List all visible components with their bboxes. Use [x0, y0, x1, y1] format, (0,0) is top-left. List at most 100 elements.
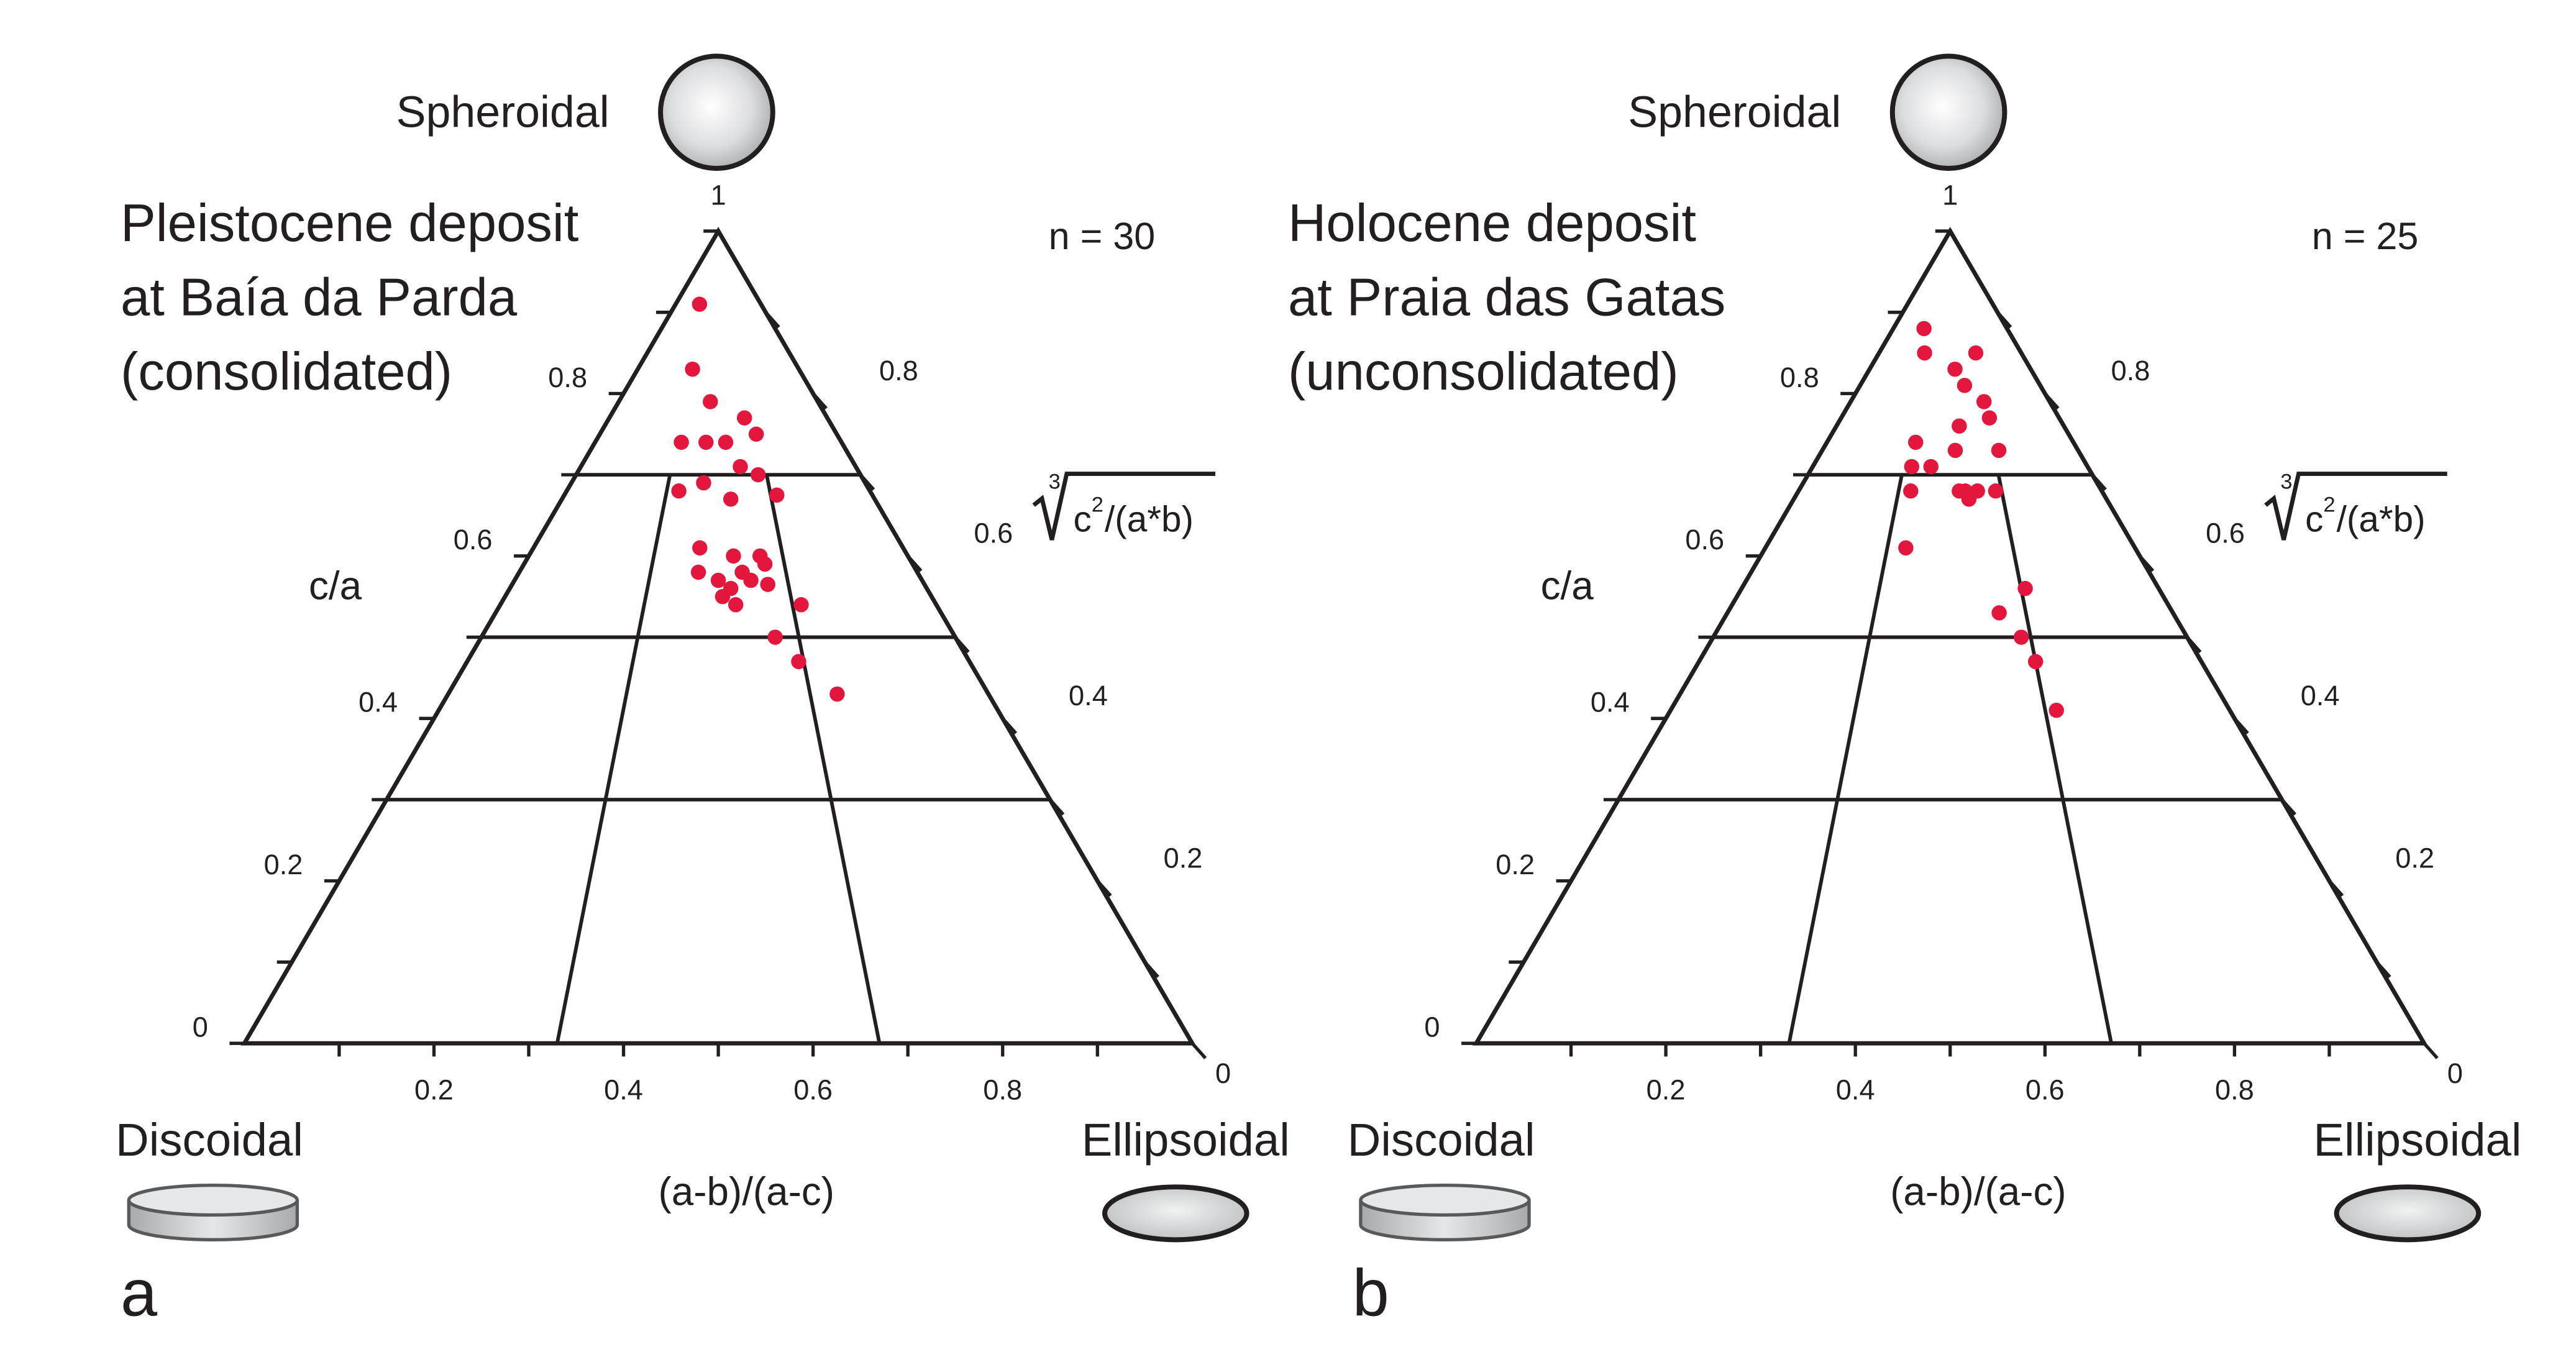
y2-label-exp: 2 — [2323, 493, 2335, 517]
ternary-panel: 0 0.2 0.4 0.6 0.8 1 0 0.2 0.4 0.6 0.8 0.2 0.4 0.6 0.8 P… — [116, 53, 1290, 1330]
data-point — [692, 540, 708, 555]
right-label: Ellipsoidal — [1082, 1114, 1290, 1166]
data-point — [1903, 483, 1919, 499]
y2-tick — [2327, 879, 2344, 897]
sample-size: n = 30 — [1049, 215, 1156, 257]
chart-title: at Baía da Parda — [121, 268, 518, 327]
x-tick-label: 0.8 — [983, 1074, 1022, 1106]
y2-tick-label: 0.8 — [2111, 355, 2150, 386]
data-point — [1898, 540, 1914, 555]
x-tick-label: 0.2 — [1647, 1074, 1686, 1106]
y2-label-base: c — [1074, 500, 1092, 540]
sphere-icon — [658, 53, 775, 171]
y2-tick-label: 0.8 — [879, 355, 918, 386]
data-point — [1947, 442, 1963, 459]
y2-tick — [811, 392, 828, 410]
left-label: Discoidal — [1348, 1114, 1535, 1166]
y2-tick — [2091, 473, 2107, 491]
ellipsoid-icon — [1102, 1184, 1249, 1243]
sphere-icon — [1889, 53, 2007, 171]
x-tick-label: 0.6 — [793, 1074, 833, 1106]
data-point — [1904, 459, 1920, 475]
data-point — [726, 548, 741, 564]
panel-letter: a — [121, 1256, 158, 1330]
panel-letter: b — [1353, 1256, 1389, 1330]
data-point — [685, 361, 700, 377]
y2-tick-label: 0.2 — [2395, 842, 2434, 874]
right-label: Ellipsoidal — [2313, 1114, 2521, 1166]
data-point — [671, 483, 687, 499]
x-tick-label: 0.2 — [414, 1074, 454, 1106]
y2-tick — [1049, 798, 1065, 816]
data-point — [728, 597, 744, 613]
data-point — [748, 426, 764, 442]
data-point — [829, 686, 845, 702]
sample-size: n = 25 — [2312, 215, 2419, 257]
field-divider — [765, 474, 882, 1044]
data-point — [1907, 434, 1924, 450]
apex-label: Spheroidal — [396, 88, 610, 137]
radical-sign — [1032, 472, 1216, 541]
y2-tick — [907, 555, 923, 572]
y2-tick — [2375, 961, 2391, 979]
disc-top — [1359, 1183, 1531, 1217]
y-axis-label: c/a — [309, 563, 362, 608]
ternary-panel: 0 0.2 0.4 0.6 0.8 1 0 0.2 0.4 0.6 0.8 0.2 0.4 0.6 0.8 H… — [1288, 53, 2521, 1330]
y2-tick — [859, 473, 875, 491]
y-axis-label: c/a — [1541, 563, 1594, 608]
data-point — [2017, 580, 2033, 596]
disc-top — [127, 1183, 299, 1217]
field-divider — [555, 474, 672, 1044]
y2-tick — [1001, 717, 1017, 734]
data-point — [734, 564, 750, 580]
y-tick-label: 0 — [1424, 1012, 1440, 1043]
y2-tick — [2280, 798, 2296, 816]
y-tick-label: 0.2 — [1496, 849, 1535, 880]
chart-title: Holocene deposit — [1288, 194, 1696, 253]
data-point — [1923, 459, 1939, 475]
y-tick-label: 0.8 — [1780, 362, 1819, 393]
y2-tick-label: 0 — [1215, 1057, 1231, 1089]
data-point — [690, 564, 706, 580]
data-point — [736, 410, 752, 426]
y2-tick — [2233, 717, 2249, 734]
y2-tick-label: 0.6 — [974, 518, 1013, 549]
root-index: 3 — [1049, 470, 1061, 493]
x-tick-label: 0.6 — [2026, 1074, 2065, 1106]
y2-tick — [954, 636, 970, 654]
data-point — [1947, 361, 1963, 377]
data-point — [723, 491, 739, 507]
y2-label-base: c — [2305, 500, 2323, 540]
radical-sign — [2264, 472, 2447, 541]
y2-tick — [2044, 392, 2060, 410]
data-point — [1968, 345, 1984, 361]
data-point — [1952, 483, 1967, 499]
data-point — [718, 434, 734, 450]
ellipsoid-icon — [2334, 1184, 2482, 1243]
apex-label: Spheroidal — [1628, 88, 1841, 137]
y-tick-label: 1 — [711, 179, 726, 211]
y2-tick-label: 0.4 — [1069, 680, 1108, 711]
y2-tick — [1996, 311, 2012, 329]
left-label: Discoidal — [116, 1114, 303, 1166]
y2-tick — [2138, 555, 2155, 572]
y2-label-rest: /(a*b) — [1105, 500, 1194, 540]
data-point — [674, 434, 689, 450]
y2-tick — [1096, 879, 1112, 897]
y-tick-label: 1 — [1942, 179, 1958, 211]
data-point — [760, 577, 775, 592]
y2-label-exp: 2 — [1092, 493, 1103, 517]
y-tick-label: 0.4 — [359, 687, 398, 718]
data-point — [1988, 483, 2004, 499]
data-point — [1916, 321, 1932, 337]
data-point — [715, 588, 731, 605]
data-point — [698, 434, 714, 450]
data-point — [703, 394, 718, 409]
data-point — [757, 556, 773, 572]
field-divider — [1787, 474, 1904, 1044]
data-point — [769, 487, 785, 503]
data-point — [1991, 605, 2007, 621]
x-axis-label: (a-b)/(a-c) — [659, 1169, 834, 1214]
data-point — [791, 654, 806, 670]
data-point — [1981, 410, 1998, 426]
